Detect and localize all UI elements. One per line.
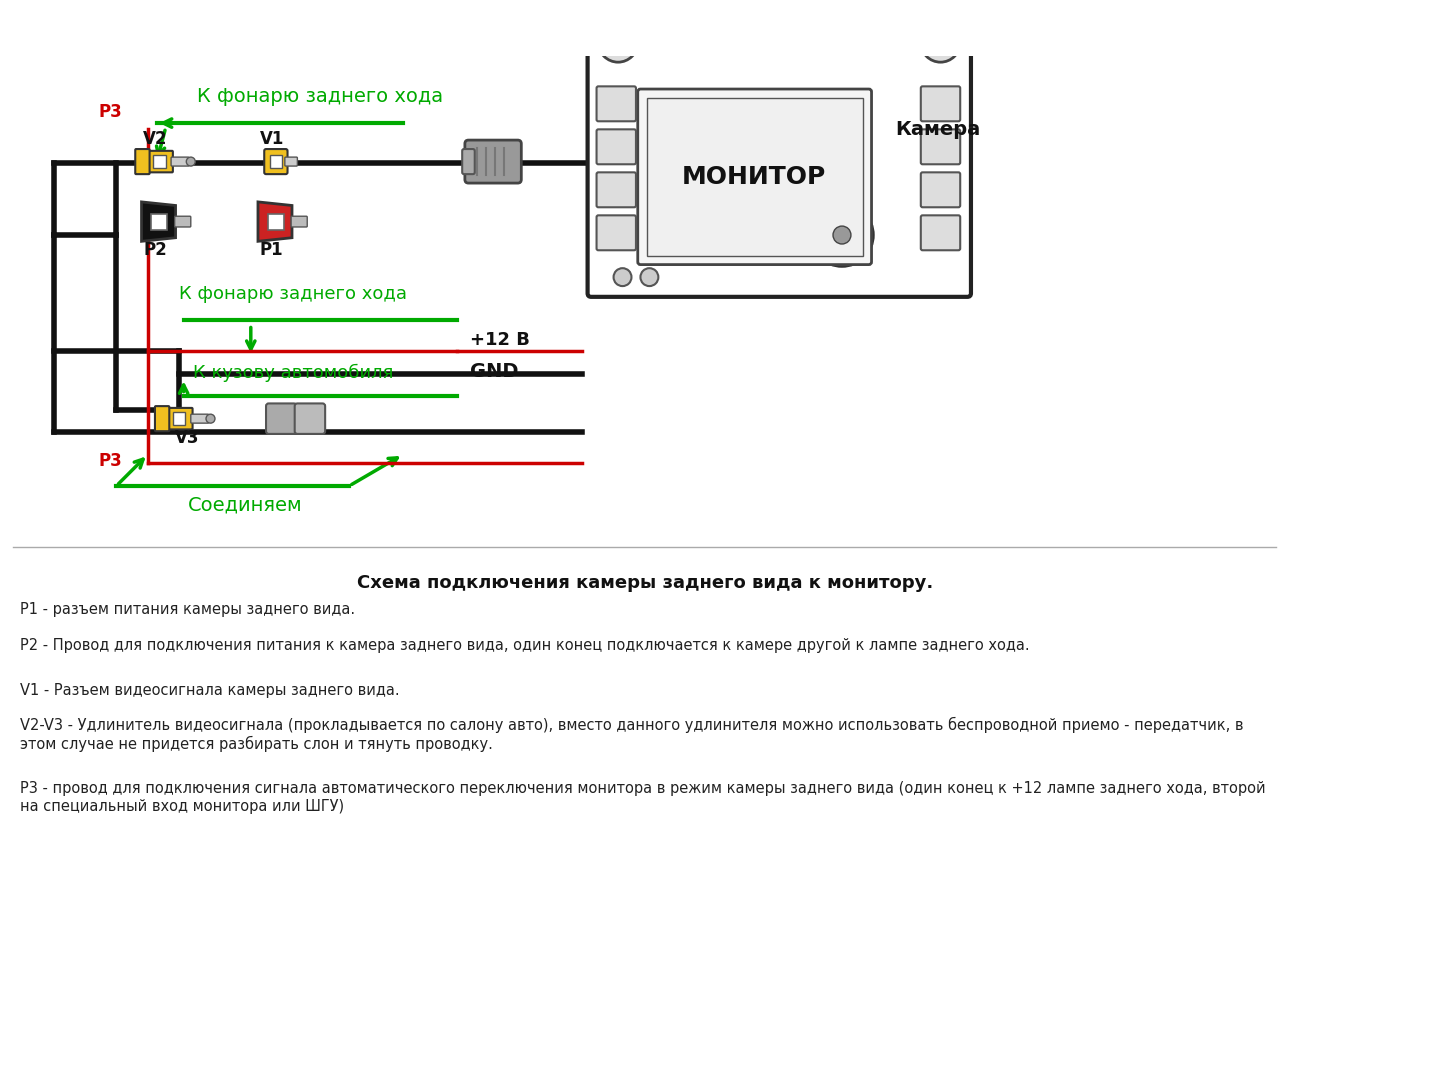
FancyBboxPatch shape [920,87,960,121]
FancyBboxPatch shape [295,403,325,434]
FancyBboxPatch shape [190,414,209,423]
FancyBboxPatch shape [647,98,863,255]
Circle shape [186,158,196,166]
Text: V1: V1 [259,130,284,148]
FancyBboxPatch shape [264,149,288,174]
FancyBboxPatch shape [752,190,780,209]
Text: К фонарю заднего хода: К фонарю заднего хода [197,88,444,106]
Polygon shape [258,202,292,241]
Circle shape [641,268,658,286]
FancyBboxPatch shape [920,173,960,207]
FancyBboxPatch shape [462,149,475,174]
FancyBboxPatch shape [173,413,186,425]
FancyBboxPatch shape [285,158,298,166]
Text: +12 В: +12 В [471,331,530,349]
Text: V2-V3 - Удлинитель видеосигнала (прокладывается по салону авто), вместо данного : V2-V3 - Удлинитель видеосигнала (проклад… [20,717,1243,751]
Text: К кузову автомобиля: К кузову автомобиля [193,364,393,383]
FancyBboxPatch shape [269,155,282,168]
Polygon shape [753,199,788,280]
Text: Р1 - разъем питания камеры заднего вида.: Р1 - разъем питания камеры заднего вида. [20,602,354,617]
Text: Р2 - Провод для подключения питания к камера заднего вида, один конец подключает: Р2 - Провод для подключения питания к ка… [20,638,1030,653]
Polygon shape [141,202,176,241]
Circle shape [613,268,632,286]
Text: V2: V2 [144,130,168,148]
FancyBboxPatch shape [638,89,871,265]
FancyBboxPatch shape [171,158,189,166]
FancyBboxPatch shape [596,215,636,250]
Text: Схема подключения камеры заднего вида к монитору.: Схема подключения камеры заднего вида к … [357,574,933,592]
Text: Камера: Камера [896,120,981,138]
FancyBboxPatch shape [153,155,166,168]
Circle shape [822,215,861,255]
FancyBboxPatch shape [291,217,307,227]
Circle shape [832,226,851,244]
FancyBboxPatch shape [596,130,636,164]
Polygon shape [932,199,959,280]
FancyBboxPatch shape [920,215,960,250]
FancyBboxPatch shape [151,213,167,229]
FancyBboxPatch shape [266,403,297,434]
Circle shape [206,414,215,423]
Text: V3: V3 [174,429,199,447]
Text: К фонарю заднего хода: К фонарю заднего хода [179,285,408,302]
Text: P3: P3 [98,452,122,471]
Circle shape [920,23,960,62]
FancyBboxPatch shape [145,151,173,173]
Text: P2: P2 [144,241,167,258]
Circle shape [811,204,873,266]
Text: МОНИТОР: МОНИТОР [683,165,827,189]
Text: Р3 - провод для подключения сигнала автоматического переключения монитора в режи: Р3 - провод для подключения сигнала авто… [20,781,1266,814]
Text: P3: P3 [98,103,122,121]
FancyBboxPatch shape [588,12,971,297]
FancyBboxPatch shape [174,217,190,227]
FancyBboxPatch shape [465,140,521,183]
FancyBboxPatch shape [596,173,636,207]
FancyBboxPatch shape [596,87,636,121]
Text: GND: GND [471,361,518,381]
FancyBboxPatch shape [166,408,193,430]
Circle shape [599,23,638,62]
FancyBboxPatch shape [920,130,960,164]
FancyBboxPatch shape [750,188,960,283]
FancyBboxPatch shape [156,406,170,431]
Text: P1: P1 [259,241,284,258]
Text: Соединяем: Соединяем [189,496,302,515]
FancyBboxPatch shape [135,149,150,174]
Text: V1 - Разъем видеосигнала камеры заднего вида.: V1 - Разъем видеосигнала камеры заднего … [20,683,399,698]
FancyBboxPatch shape [268,213,284,229]
